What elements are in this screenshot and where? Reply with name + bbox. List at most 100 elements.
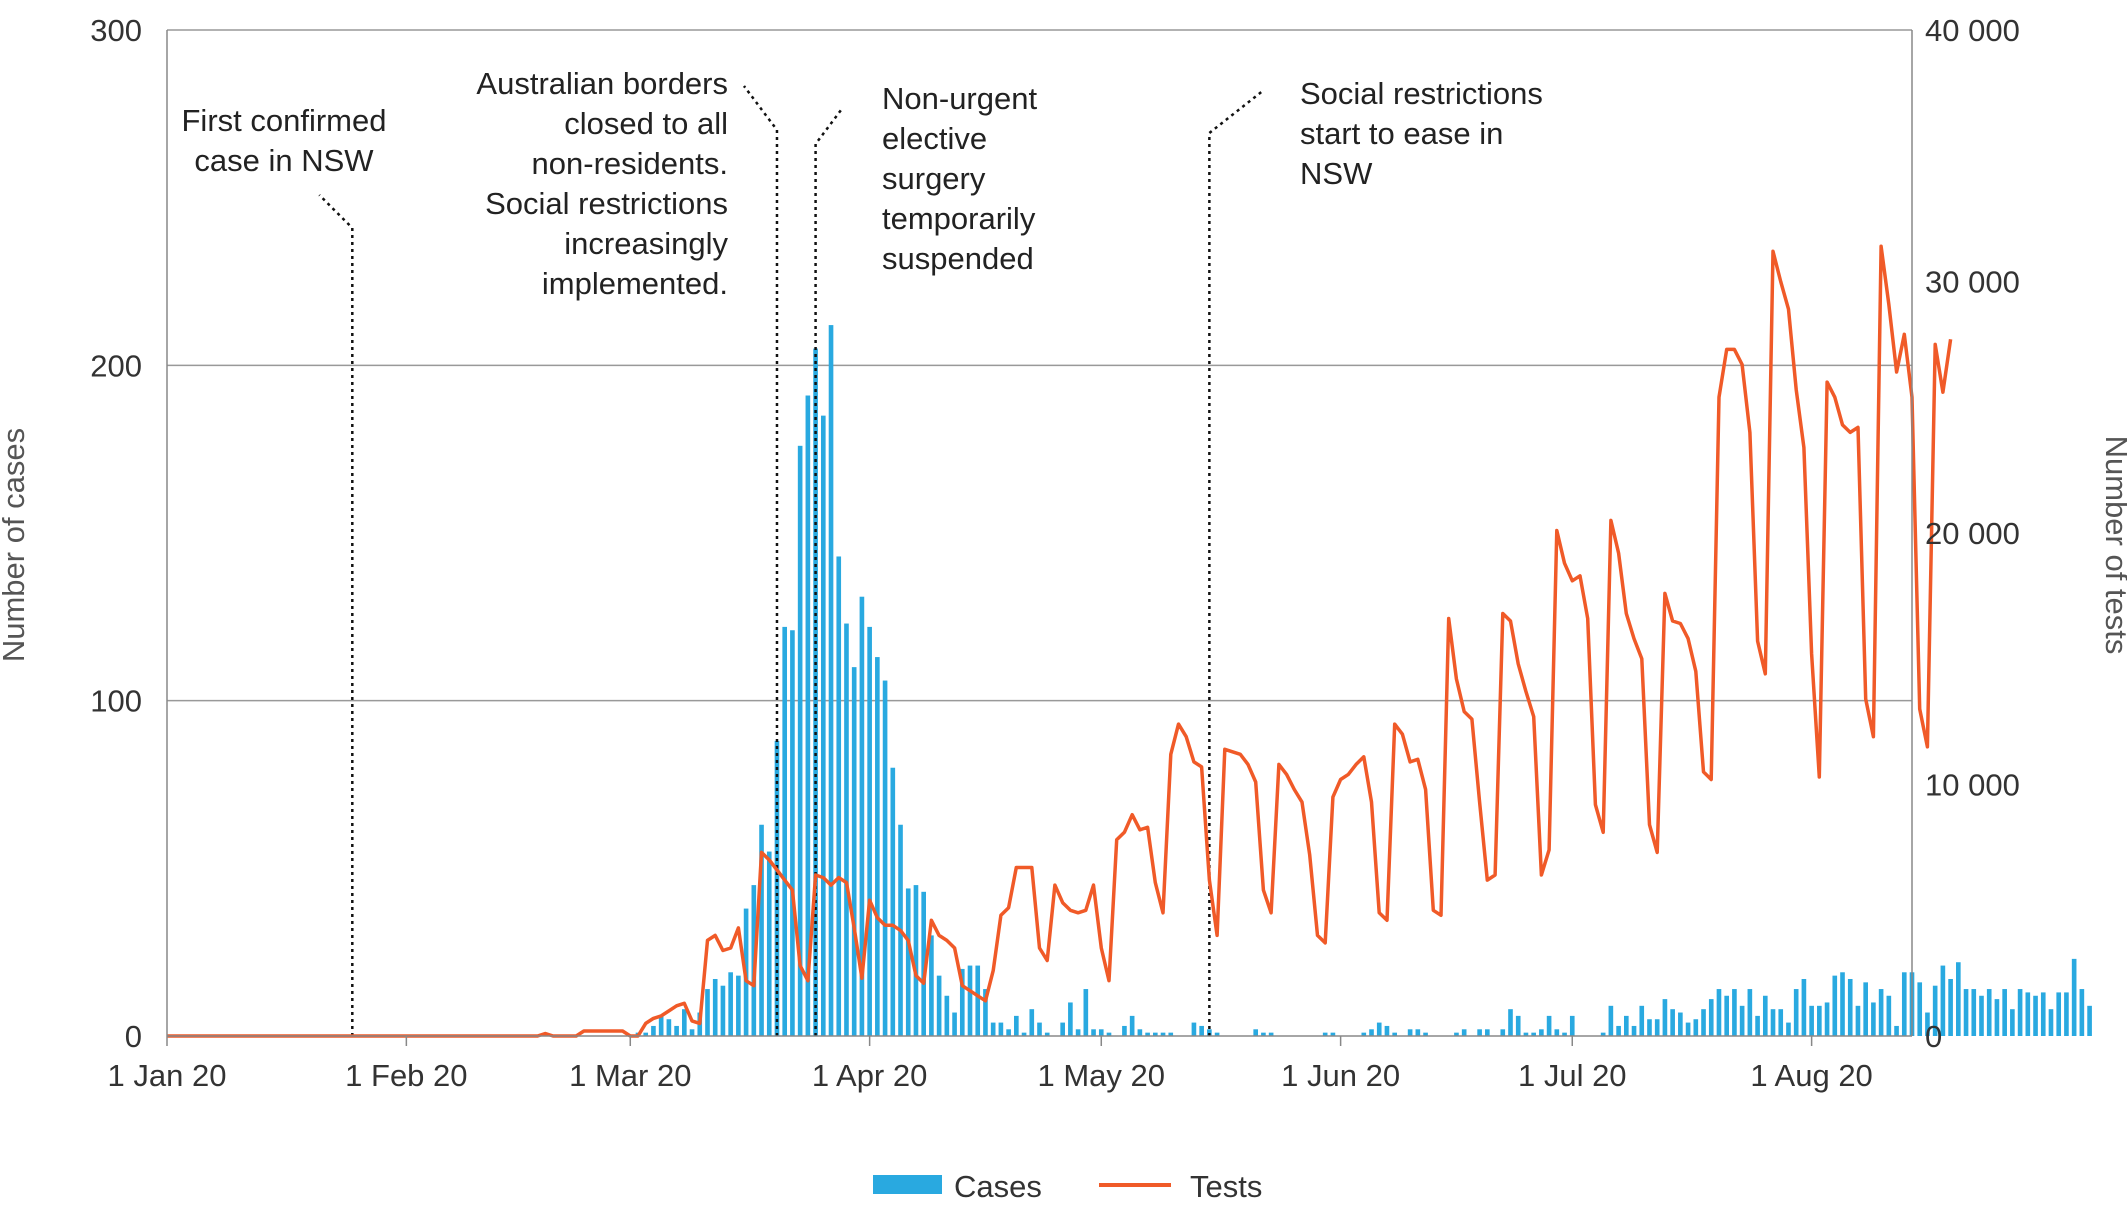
- cases-bar: [2017, 989, 2023, 1036]
- cases-bar: [1006, 1029, 1011, 1036]
- cases-bar: [1871, 1002, 1876, 1036]
- cases-bar: [1523, 1032, 1529, 1036]
- annotations: First confirmed case in NSW Australian bor…: [182, 66, 1543, 1036]
- annotation-text: NSW: [1300, 156, 1373, 191]
- x-tick-label: 1 May 20: [1038, 1058, 1166, 1093]
- cases-bar: [766, 851, 772, 1036]
- cases-bar: [1793, 989, 1799, 1036]
- annotation-marker: [742, 85, 779, 1036]
- y-left-tick-label: 100: [90, 684, 142, 719]
- cases-bar: [1925, 1012, 1930, 1036]
- cases-bar: [1631, 1025, 1637, 1036]
- cases-bar: [1546, 1015, 1552, 1036]
- cases-bar: [2040, 992, 2046, 1036]
- cases-bar: [728, 972, 733, 1036]
- cases-bar: [1531, 1032, 1536, 1036]
- cases-bar: [1654, 1019, 1660, 1036]
- cases-bar: [1083, 989, 1089, 1036]
- cases-bar: [1369, 1029, 1374, 1036]
- cases-bar: [1948, 978, 1953, 1036]
- cases-bar: [1894, 1025, 1899, 1036]
- cases-bar: [1932, 985, 1938, 1036]
- legend-item-tests: Tests: [1099, 1169, 1262, 1204]
- cases-bar: [1724, 995, 1730, 1036]
- cases-bar: [1539, 1029, 1544, 1036]
- cases-bar: [1261, 1032, 1266, 1036]
- y-right-tick-label: 30 000: [1925, 265, 2020, 300]
- cases-bar: [797, 445, 803, 1036]
- cases-bar: [2033, 995, 2038, 1036]
- cases-bar: [1037, 1022, 1042, 1036]
- cases-bar: [1153, 1032, 1158, 1036]
- cases-bar: [1662, 999, 1668, 1036]
- cases-bar: [666, 1019, 672, 1036]
- cases-bar: [1137, 1029, 1143, 1036]
- cases-bar: [651, 1025, 656, 1036]
- cases-bar: [1207, 1029, 1212, 1036]
- y-right-tick-label: 10 000: [1925, 768, 2020, 803]
- cases-bar: [1840, 972, 1845, 1036]
- cases-bar: [1994, 999, 2000, 1036]
- cases-bar: [929, 935, 934, 1036]
- cases-bar: [1044, 1032, 1050, 1036]
- cases-bar: [1515, 1015, 1521, 1036]
- legend-label-tests: Tests: [1190, 1169, 1262, 1204]
- cases-bar: [967, 965, 973, 1036]
- cases-bar: [1075, 1029, 1081, 1036]
- cases-bar: [1817, 1005, 1822, 1036]
- annotation-text: Social restrictions: [1300, 76, 1543, 111]
- annotation-marker: [814, 107, 844, 1036]
- cases-bar: [1786, 1022, 1791, 1036]
- cases-bar: [921, 891, 926, 1036]
- x-tick-label: 1 Jun 20: [1281, 1058, 1400, 1093]
- cases-bar: [875, 657, 880, 1036]
- cases-bar: [720, 985, 726, 1036]
- cases-bar: [759, 824, 764, 1036]
- cases-bar: [1855, 1005, 1861, 1036]
- annotation-text: closed to all: [564, 106, 728, 141]
- cases-bar: [944, 995, 950, 1036]
- cases-bar: [1160, 1032, 1166, 1036]
- cases-bar: [2064, 992, 2069, 1036]
- annotation-text: start to ease in: [1300, 116, 1503, 151]
- cases-bar: [1029, 1009, 1035, 1036]
- cases-bar: [658, 1015, 664, 1036]
- y-right-tick-label: 0: [1925, 1019, 1942, 1054]
- cases-bar: [1500, 1029, 1506, 1036]
- y-left-tick-label: 200: [90, 348, 142, 383]
- cases-bar: [836, 556, 842, 1036]
- cases-bar: [674, 1025, 679, 1036]
- annotation-text: increasingly: [564, 226, 728, 261]
- cases-bar: [1739, 1005, 1745, 1036]
- cases-bar: [1940, 965, 1946, 1036]
- cases-bar: [990, 1022, 996, 1036]
- cases-bar: [2087, 1005, 2092, 1036]
- cases-bar: [1647, 1019, 1652, 1036]
- cases-bar: [913, 885, 919, 1036]
- x-tick-label: 1 Jul 20: [1518, 1058, 1627, 1093]
- cases-bar: [1801, 978, 1807, 1036]
- cases-bar: [1415, 1029, 1421, 1036]
- cases-bar: [1098, 1029, 1104, 1036]
- cases-bar: [805, 395, 811, 1037]
- cases-bar: [936, 975, 942, 1036]
- cases-bar: [790, 630, 795, 1036]
- cases-bar: [1168, 1032, 1174, 1036]
- cases-bar: [1917, 982, 1923, 1036]
- cases-bar: [1021, 1032, 1027, 1036]
- cases-bar: [952, 1012, 957, 1036]
- cases-bar: [1508, 1009, 1513, 1036]
- y-right-tick-label: 40 000: [1925, 13, 2020, 48]
- cases-bar: [1060, 1022, 1065, 1036]
- cases-bar: [736, 975, 741, 1036]
- y-left-tick-label: 300: [90, 13, 142, 48]
- cases-bar: [1423, 1032, 1428, 1036]
- x-tick-label: 1 Mar 20: [569, 1058, 691, 1093]
- cases-bar: [1268, 1032, 1274, 1036]
- cases-bar: [1824, 1002, 1830, 1036]
- cases-bar: [905, 888, 911, 1036]
- x-tick-label: 1 Feb 20: [345, 1058, 467, 1093]
- cases-bar: [820, 415, 826, 1037]
- cases-bar: [1384, 1025, 1390, 1036]
- annotation-text: Australian borders: [476, 66, 728, 101]
